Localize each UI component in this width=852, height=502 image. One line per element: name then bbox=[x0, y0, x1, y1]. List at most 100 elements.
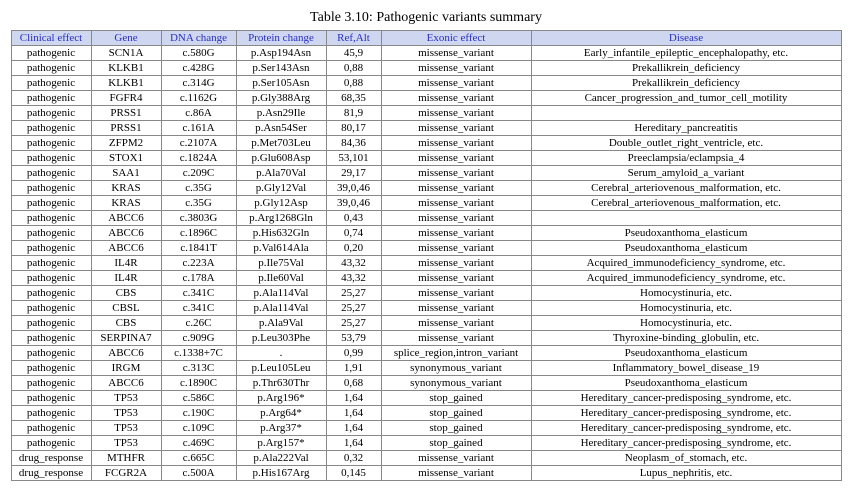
table-cell: missense_variant bbox=[381, 61, 531, 76]
table-cell: KRAS bbox=[91, 196, 161, 211]
table-cell: 43,32 bbox=[326, 271, 381, 286]
table-cell: Neoplasm_of_stomach, etc. bbox=[531, 451, 841, 466]
table-cell: pathogenic bbox=[11, 181, 91, 196]
table-row: pathogenicTP53c.109Cp.Arg37*1,64stop_gai… bbox=[11, 421, 841, 436]
table-cell: Serum_amyloid_a_variant bbox=[531, 166, 841, 181]
table-cell: 80,17 bbox=[326, 121, 381, 136]
table-cell: p.Asn29Ile bbox=[236, 106, 326, 121]
col-gene: Gene bbox=[91, 31, 161, 46]
table-cell: Pseudoxanthoma_elasticum bbox=[531, 376, 841, 391]
table-cell: pathogenic bbox=[11, 166, 91, 181]
table-cell: Pseudoxanthoma_elasticum bbox=[531, 346, 841, 361]
table-cell: 84,36 bbox=[326, 136, 381, 151]
table-cell: c.3803G bbox=[161, 211, 236, 226]
table-cell: c.1824A bbox=[161, 151, 236, 166]
table-cell: 0,88 bbox=[326, 61, 381, 76]
table-cell: 25,27 bbox=[326, 316, 381, 331]
table-cell: drug_response bbox=[11, 451, 91, 466]
table-cell: FCGR2A bbox=[91, 466, 161, 481]
table-cell: STOX1 bbox=[91, 151, 161, 166]
table-cell: 0,68 bbox=[326, 376, 381, 391]
table-row: pathogenicCBSc.341Cp.Ala114Val25,27misse… bbox=[11, 286, 841, 301]
table-cell: c.26C bbox=[161, 316, 236, 331]
table-cell: p.Arg1268Gln bbox=[236, 211, 326, 226]
table-cell: ABCC6 bbox=[91, 241, 161, 256]
table-row: pathogenicABCC6c.1896Cp.His632Gln0,74mis… bbox=[11, 226, 841, 241]
table-row: pathogenicABCC6c.1841Tp.Val614Ala0,20mis… bbox=[11, 241, 841, 256]
table-row: pathogenicSCN1Ac.580Gp.Asp194Asn45,9miss… bbox=[11, 46, 841, 61]
table-cell: missense_variant bbox=[381, 196, 531, 211]
variants-table: Clinical effect Gene DNA change Protein … bbox=[11, 30, 842, 481]
table-cell: 53,79 bbox=[326, 331, 381, 346]
table-cell: 0,20 bbox=[326, 241, 381, 256]
table-cell: KRAS bbox=[91, 181, 161, 196]
table-cell: c.580G bbox=[161, 46, 236, 61]
table-cell: Cancer_progression_and_tumor_cell_motili… bbox=[531, 91, 841, 106]
table-row: pathogenicSTOX1c.1824Ap.Glu608Asp53,101m… bbox=[11, 151, 841, 166]
table-row: pathogenicIRGMc.313Cp.Leu105Leu1,91synon… bbox=[11, 361, 841, 376]
table-cell: Double_outlet_right_ventricle, etc. bbox=[531, 136, 841, 151]
table-cell: pathogenic bbox=[11, 76, 91, 91]
table-cell: TP53 bbox=[91, 391, 161, 406]
table-cell: 68,35 bbox=[326, 91, 381, 106]
table-cell: c.109C bbox=[161, 421, 236, 436]
table-cell: c.190C bbox=[161, 406, 236, 421]
table-cell: missense_variant bbox=[381, 76, 531, 91]
table-cell: c.428G bbox=[161, 61, 236, 76]
table-cell: Inflammatory_bowel_disease_19 bbox=[531, 361, 841, 376]
table-row: pathogenicKLKB1c.428Gp.Ser143Asn0,88miss… bbox=[11, 61, 841, 76]
table-cell: pathogenic bbox=[11, 241, 91, 256]
table-cell: TP53 bbox=[91, 436, 161, 451]
table-cell: missense_variant bbox=[381, 91, 531, 106]
table-cell: pathogenic bbox=[11, 421, 91, 436]
table-cell: pathogenic bbox=[11, 106, 91, 121]
table-cell: pathogenic bbox=[11, 391, 91, 406]
table-cell: KLKB1 bbox=[91, 61, 161, 76]
table-cell: 0,99 bbox=[326, 346, 381, 361]
table-cell: c.35G bbox=[161, 181, 236, 196]
table-cell: c.314G bbox=[161, 76, 236, 91]
table-cell: Prekallikrein_deficiency bbox=[531, 76, 841, 91]
header-row: Clinical effect Gene DNA change Protein … bbox=[11, 31, 841, 46]
table-cell: c.1841T bbox=[161, 241, 236, 256]
col-disease: Disease bbox=[531, 31, 841, 46]
table-row: pathogenicABCC6c.1890Cp.Thr630Thr0,68syn… bbox=[11, 376, 841, 391]
table-cell: Acquired_immunodeficiency_syndrome, etc. bbox=[531, 256, 841, 271]
table-cell: p.Asn54Ser bbox=[236, 121, 326, 136]
table-row: pathogenicCBSc.26Cp.Ala9Val25,27missense… bbox=[11, 316, 841, 331]
table-cell: p.Ala222Val bbox=[236, 451, 326, 466]
table-cell: 53,101 bbox=[326, 151, 381, 166]
table-cell: pathogenic bbox=[11, 361, 91, 376]
table-cell: c.1896C bbox=[161, 226, 236, 241]
table-row: pathogenicPRSS1c.86Ap.Asn29Ile81,9missen… bbox=[11, 106, 841, 121]
table-cell: Cerebral_arteriovenous_malformation, etc… bbox=[531, 196, 841, 211]
table-cell: drug_response bbox=[11, 466, 91, 481]
table-cell: missense_variant bbox=[381, 181, 531, 196]
table-cell: c.500A bbox=[161, 466, 236, 481]
table-row: pathogenicKRASc.35Gp.Gly12Asp39,0,46miss… bbox=[11, 196, 841, 211]
table-cell: p.His167Arg bbox=[236, 466, 326, 481]
table-row: pathogenicABCC6c.3803Gp.Arg1268Gln0,43mi… bbox=[11, 211, 841, 226]
table-cell: p.Ala70Val bbox=[236, 166, 326, 181]
table-cell: pathogenic bbox=[11, 136, 91, 151]
table-cell: missense_variant bbox=[381, 106, 531, 121]
table-cell: 25,27 bbox=[326, 301, 381, 316]
table-cell: c.909G bbox=[161, 331, 236, 346]
table-cell: pathogenic bbox=[11, 436, 91, 451]
table-cell: stop_gained bbox=[381, 436, 531, 451]
table-cell: Hereditary_cancer-predisposing_syndrome,… bbox=[531, 436, 841, 451]
table-cell: p.His632Gln bbox=[236, 226, 326, 241]
table-cell: SCN1A bbox=[91, 46, 161, 61]
table-cell: . bbox=[236, 346, 326, 361]
table-cell: ABCC6 bbox=[91, 376, 161, 391]
table-cell: missense_variant bbox=[381, 286, 531, 301]
table-cell: Acquired_immunodeficiency_syndrome, etc. bbox=[531, 271, 841, 286]
table-cell: IRGM bbox=[91, 361, 161, 376]
table-cell: CBS bbox=[91, 286, 161, 301]
table-cell: Cerebral_arteriovenous_malformation, etc… bbox=[531, 181, 841, 196]
table-cell: IL4R bbox=[91, 271, 161, 286]
table-cell: stop_gained bbox=[381, 406, 531, 421]
table-cell: 25,27 bbox=[326, 286, 381, 301]
table-cell: 39,0,46 bbox=[326, 181, 381, 196]
table-cell: c.341C bbox=[161, 301, 236, 316]
